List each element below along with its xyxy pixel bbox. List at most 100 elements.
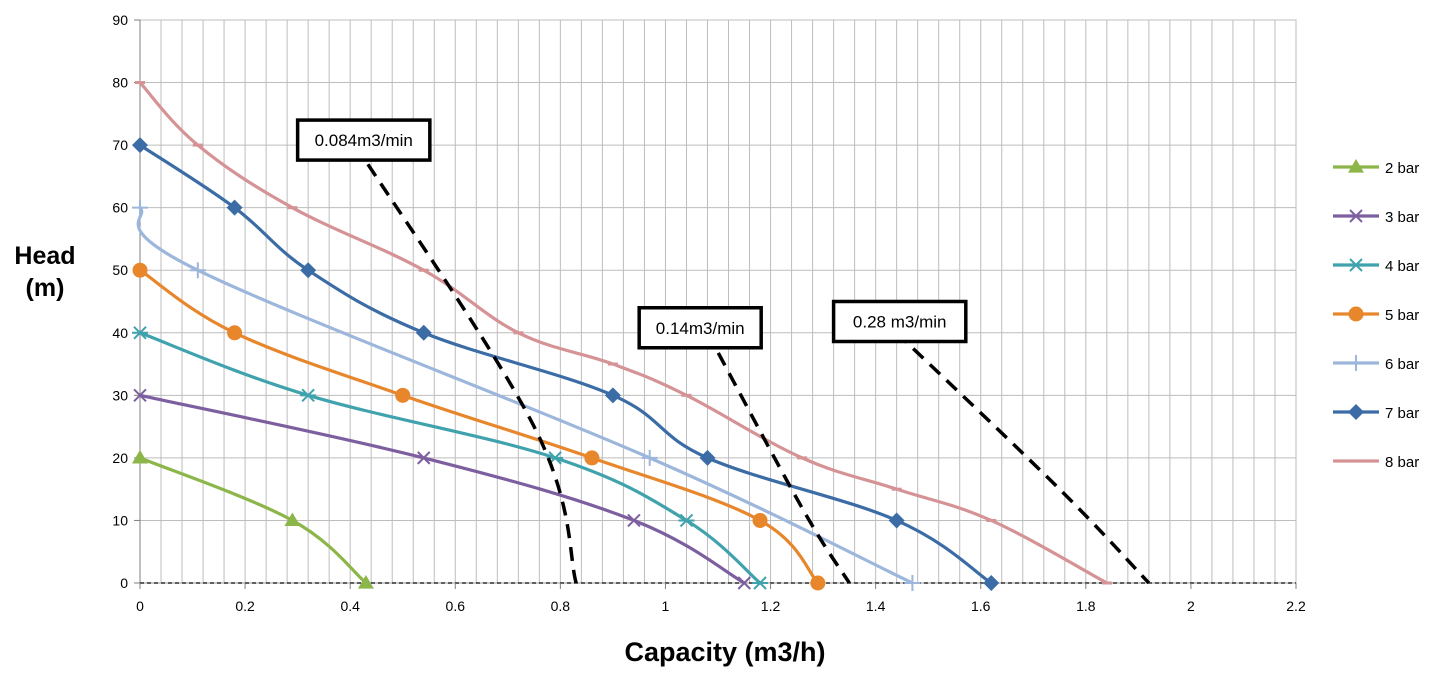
data-point (132, 326, 148, 340)
series-line (136, 206, 915, 585)
series-3-bar (133, 388, 751, 590)
data-point (810, 575, 826, 591)
reference-line (705, 331, 851, 584)
legend-label: 3 bar (1385, 209, 1419, 226)
x-tick-label: 1.2 (761, 598, 781, 614)
data-point (300, 388, 317, 403)
series-2-bar (132, 449, 374, 589)
data-point (986, 518, 997, 522)
data-point (132, 137, 148, 154)
annotation-frame (295, 118, 432, 162)
legend-item: 7 bar (1333, 404, 1419, 422)
data-point (888, 512, 905, 529)
data-point (132, 199, 148, 216)
series-4-bar (132, 326, 769, 590)
data-point (737, 576, 751, 590)
annotation-label: 0.28 m3/min (853, 313, 947, 332)
annotation-box: 0.14m3/min (637, 306, 763, 350)
data-point (132, 449, 148, 464)
y-tick-label: 30 (112, 387, 128, 403)
legend-item: 6 bar (1333, 355, 1419, 373)
x-tick-label: 1.4 (866, 598, 886, 614)
y-tick-label: 0 (120, 575, 128, 591)
y-tick-label: 40 (112, 325, 128, 341)
y-tick-label: 50 (112, 262, 128, 278)
reference-line (353, 144, 578, 584)
x-tick-label: 0.8 (551, 598, 571, 614)
y-tick-label: 60 (112, 200, 128, 216)
legend-label: 8 bar (1385, 454, 1419, 471)
legend-label: 2 bar (1385, 160, 1419, 177)
legend-marker (1348, 258, 1364, 272)
data-point (513, 331, 524, 335)
data-point (415, 324, 432, 341)
data-point (681, 393, 692, 397)
y-tick-label: 70 (112, 137, 128, 153)
y-tick-label: 90 (112, 12, 128, 28)
data-point (891, 487, 902, 491)
annotation-label: 0.14m3/min (656, 319, 745, 338)
x-tick-label: 0.2 (235, 598, 255, 614)
data-point (983, 575, 1000, 591)
x-tick-label: 1.6 (971, 598, 991, 614)
series-5-bar (132, 262, 826, 591)
annotation-label: 0.084m3/min (315, 131, 413, 150)
x-axis-label: Capacity (m3/h) (624, 637, 826, 667)
data-point (752, 512, 768, 528)
data-point (226, 199, 243, 216)
data-point (678, 513, 695, 528)
data-point (641, 449, 658, 466)
legend-item: 2 bar (1333, 159, 1419, 177)
x-tick-label: 0.4 (340, 598, 360, 614)
y-tick-label: 20 (112, 450, 128, 466)
data-point (135, 81, 145, 85)
legend-item: 5 bar (1333, 306, 1419, 324)
legend-marker (1348, 355, 1364, 371)
data-point (584, 450, 600, 466)
annotation-box: 0.084m3/min (295, 118, 432, 162)
y-tick-label: 10 (112, 512, 128, 528)
annotation-frame (831, 299, 968, 344)
annotation-frame (637, 306, 763, 350)
annotation-box: 0.28 m3/min (831, 299, 968, 344)
y-axis-label-line-2: (m) (25, 274, 65, 302)
legend-item: 4 bar (1333, 258, 1419, 275)
legend-marker (1348, 159, 1364, 173)
data-point (604, 387, 621, 404)
legend-label: 6 bar (1385, 356, 1419, 373)
x-tick-label: 2.2 (1286, 598, 1306, 614)
data-point (627, 513, 641, 528)
series-line (138, 143, 993, 585)
plot-area (139, 19, 1297, 584)
data-point (192, 143, 203, 147)
grid-lines (139, 19, 1297, 583)
data-point (395, 387, 411, 403)
data-point (797, 456, 808, 460)
legend-marker (1348, 306, 1364, 322)
series-8-bar (135, 80, 1112, 585)
legend-label: 4 bar (1385, 258, 1419, 275)
series-7-bar (132, 137, 1000, 591)
x-tick-label: 1.8 (1076, 598, 1096, 614)
y-axis-label-line-1: Head (14, 242, 76, 270)
x-tick-label: 1 (662, 598, 670, 614)
legend-marker (1351, 459, 1361, 463)
legend-marker (1348, 404, 1364, 420)
series-line (138, 393, 746, 585)
data-point (904, 575, 921, 591)
data-point (357, 575, 374, 589)
data-point (300, 262, 317, 279)
legend-item: 8 bar (1333, 454, 1419, 471)
x-tick-label: 0.6 (446, 598, 466, 614)
data-point (752, 576, 769, 590)
legend-label: 7 bar (1385, 405, 1419, 422)
series-line (138, 456, 368, 585)
reference-line (895, 331, 1151, 585)
x-tick-label: 2 (1187, 598, 1195, 614)
legend-label: 5 bar (1385, 307, 1419, 324)
x-tick-label: 0 (136, 598, 144, 614)
data-point (284, 512, 301, 527)
data-point (417, 451, 431, 465)
